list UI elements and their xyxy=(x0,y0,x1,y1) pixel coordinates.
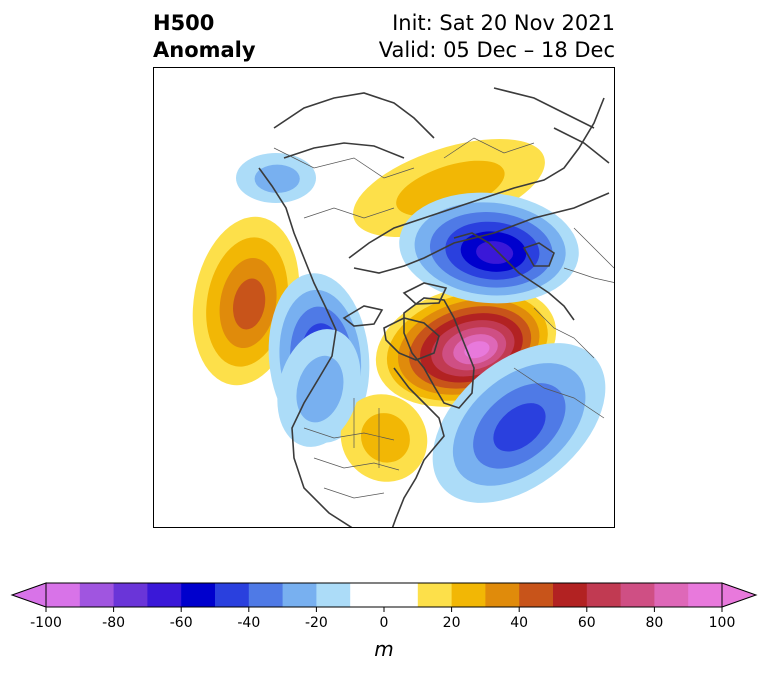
anomaly-contour-fill xyxy=(296,355,344,423)
anomaly-contour-fill xyxy=(464,341,490,359)
colorbar-bin xyxy=(282,583,317,607)
colorbar-bin xyxy=(586,583,622,607)
colorbar-tick-label: 40 xyxy=(510,615,529,631)
colorbar-tick-label: -20 xyxy=(304,615,328,631)
colorbar-extend-min xyxy=(10,582,47,608)
colorbar-bin xyxy=(248,583,284,607)
colorbar-bin xyxy=(417,583,453,607)
colorbar-extend-max xyxy=(721,582,758,608)
colorbar-bin xyxy=(553,583,588,607)
colorbar-bin xyxy=(316,583,351,607)
colorbar-bin xyxy=(181,583,216,607)
colorbar-tick-label: -80 xyxy=(102,615,126,631)
trough-anomaly xyxy=(399,192,579,304)
colorbar-tick-label: 60 xyxy=(577,615,596,631)
colorbar-bin xyxy=(688,583,723,607)
trough-anomaly xyxy=(432,343,606,503)
map-title: H500 Anomaly xyxy=(153,10,256,64)
init-date: Init: Sat 20 Nov 2021 xyxy=(392,11,615,35)
colorbar-bin xyxy=(485,583,520,607)
title-variable: H500 xyxy=(153,11,215,35)
map-dates: Init: Sat 20 Nov 2021 Valid: 05 Dec – 18… xyxy=(379,10,615,64)
trough-anomaly xyxy=(277,329,361,447)
map-panel xyxy=(153,67,615,528)
colorbar-bin xyxy=(350,583,385,607)
borders xyxy=(273,137,614,499)
colorbar-bin xyxy=(46,583,81,607)
colorbar-bin xyxy=(654,583,689,607)
ridge-anomaly xyxy=(192,216,300,386)
colorbar-bin xyxy=(147,583,182,607)
colorbar-tick-label: -40 xyxy=(237,615,261,631)
coastlines xyxy=(258,87,610,527)
anomaly-map xyxy=(192,87,614,527)
colorbar-tick-label: 20 xyxy=(442,615,461,631)
colorbar xyxy=(10,582,758,612)
colorbar-bin xyxy=(384,583,419,607)
colorbar-tick-label: 0 xyxy=(379,615,389,631)
title-type: Anomaly xyxy=(153,38,256,62)
colorbar-bin xyxy=(113,583,148,607)
colorbar-bin xyxy=(519,583,554,607)
ridge-anomaly xyxy=(353,138,545,238)
colorbar-tick-label: 80 xyxy=(645,615,664,631)
anomaly-contour-fill xyxy=(493,403,546,452)
valid-range: Valid: 05 Dec – 18 Dec xyxy=(378,38,615,62)
colorbar-tick-label: -60 xyxy=(169,615,193,631)
anomaly-contour-fill xyxy=(396,160,505,217)
colorbar-bin xyxy=(215,583,250,607)
colorbar-bin xyxy=(620,583,655,607)
anomaly-contour-fill xyxy=(233,278,266,330)
trough-anomaly xyxy=(236,153,316,203)
colorbar-unit: m xyxy=(374,637,394,661)
colorbar-tick-label: -100 xyxy=(30,615,62,631)
anomaly-contour-fill xyxy=(254,164,300,193)
colorbar-tick-label: 100 xyxy=(708,615,736,631)
colorbar-bin xyxy=(451,583,486,607)
colorbar-bin xyxy=(79,583,115,607)
